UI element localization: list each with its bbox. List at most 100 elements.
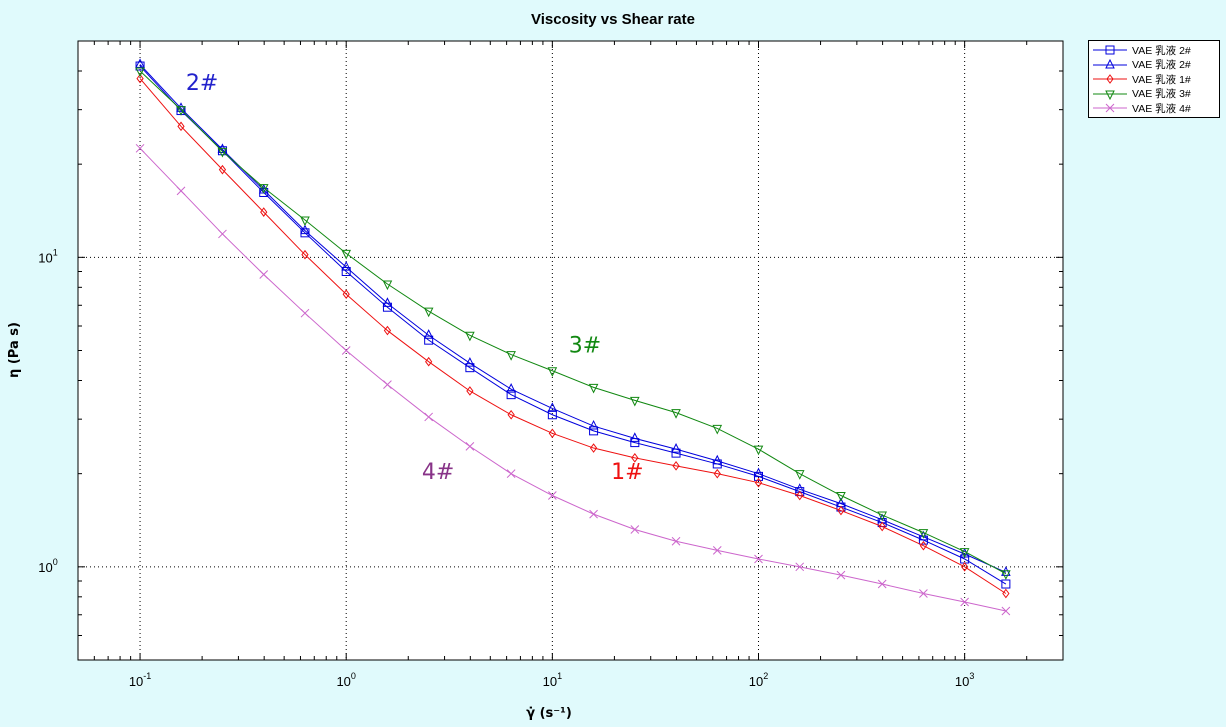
data-point [589,426,599,436]
data-point [712,454,723,465]
data-point [672,460,680,471]
data-point [300,224,310,235]
data-point [795,562,805,572]
annotations: 2# 3# 1# 4# [186,71,644,485]
series-line [139,65,1007,585]
data-point [1002,588,1010,599]
data-point [589,443,598,453]
data-point [1001,570,1011,580]
data-point [465,442,475,451]
data-point [135,61,145,71]
series-layer [135,58,1011,616]
data-point [135,143,145,153]
legend-swatch [1093,103,1127,113]
data-point [671,536,681,546]
legend-item: VAE 乳液 1# [1092,72,1216,87]
data-point [218,164,227,175]
data-point [631,452,639,463]
data-point [713,468,721,479]
x-axis-label: γ̇ (s⁻¹) [526,706,572,721]
data-point [382,280,393,291]
data-point [589,509,598,519]
data-point [176,186,186,196]
data-point [837,505,845,516]
data-point [959,548,970,558]
legend-marker [1106,74,1114,85]
data-point [919,540,928,551]
data-point [506,383,516,393]
legend-swatch [1093,58,1127,69]
data-point [465,331,475,342]
legend-marker [1105,45,1115,55]
series-3 [136,73,1010,599]
data-point [260,207,268,217]
legend-item: VAE 乳液 2# [1092,58,1216,73]
data-point [796,490,804,501]
data-point [630,396,640,407]
legend-marker [1105,90,1115,100]
data-point [383,380,392,389]
series-annotation: 2# [186,71,218,96]
data-point [754,477,763,488]
data-point [712,546,722,555]
data-point [258,184,269,194]
data-point [300,216,310,227]
data-point [547,410,557,420]
series-line [139,78,1007,594]
data-point [176,106,186,116]
data-point [424,335,434,345]
x-tick-label: 100 [336,671,355,689]
legend: VAE 乳液 2# VAE 乳液 2# VAE 乳液 1# VAE 乳液 3# VAE … [1088,40,1220,118]
data-point [547,491,557,500]
data-point [382,297,393,307]
legend-label: VAE 乳液 3# [1132,88,1191,101]
data-point [383,325,392,336]
data-point [506,351,516,361]
data-point [753,467,764,478]
legend-marker [1105,103,1115,113]
data-point [423,307,434,318]
data-point [506,390,516,400]
data-point [300,308,310,318]
series-annotation: 3# [569,333,601,358]
data-point [425,356,433,367]
data-point [630,525,640,534]
x-tick-label: 10-1 [129,671,151,689]
data-point [423,329,434,339]
data-point [588,419,599,430]
data-point [712,424,723,435]
data-point [547,367,558,377]
data-point [218,229,227,239]
data-point [177,121,185,132]
data-point [960,597,969,607]
series-line [139,70,1007,575]
series-5 [135,143,1011,616]
data-point [342,289,350,300]
data-point [548,428,556,439]
legend-label: VAE 乳液 2# [1132,59,1191,72]
data-point [878,521,886,532]
data-point [918,530,929,541]
data-point [341,260,352,271]
data-point [1001,579,1011,589]
data-point [671,409,681,419]
legend-item: VAE 乳液 4# [1092,101,1216,116]
data-point [341,249,352,260]
data-point [630,432,640,442]
chart-title: Viscosity vs Shear rate [531,11,695,28]
legend-swatch [1093,45,1127,55]
data-point [136,73,144,84]
x-tick-label: 103 [955,671,974,689]
data-point [217,146,227,156]
data-point [753,445,764,456]
x-tick-label: 102 [749,671,768,689]
data-point [877,511,887,522]
legend-item: VAE 乳液 2# [1092,43,1216,58]
y-tick-label: 101 [38,247,57,265]
series-annotation: 1# [611,460,643,485]
legend-item: VAE 乳液 3# [1092,87,1216,102]
data-point [259,270,269,279]
data-point [836,570,846,580]
data-point [588,383,599,394]
